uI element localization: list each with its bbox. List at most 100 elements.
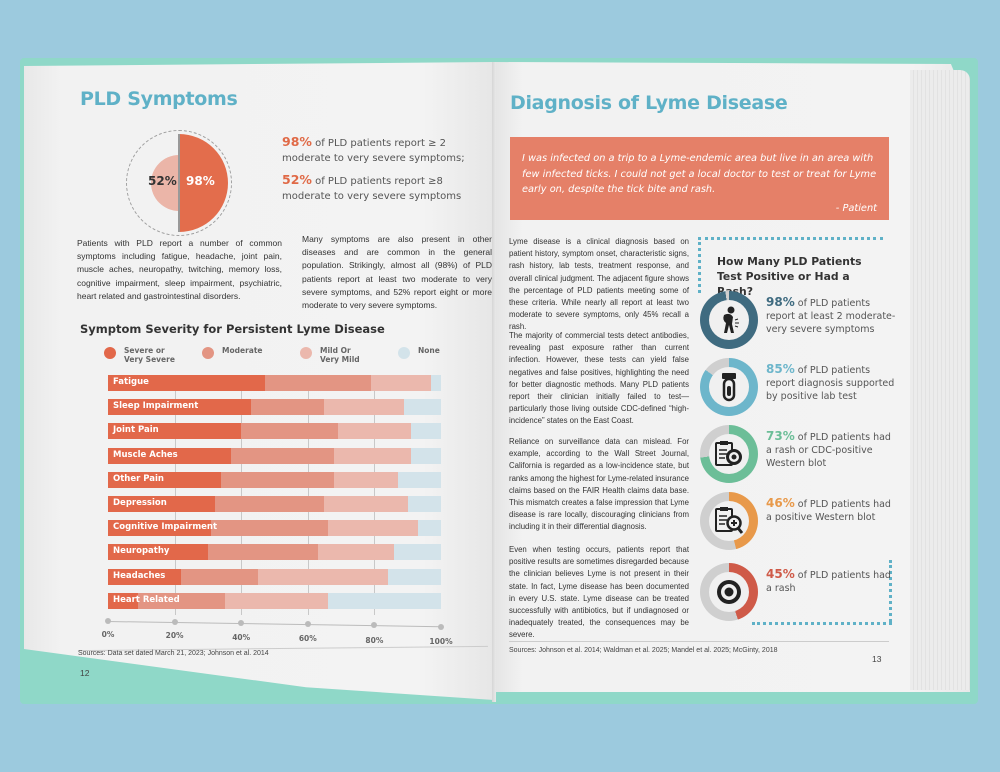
dotted-frame-bottom — [752, 622, 892, 625]
right-sources-divider — [509, 641, 889, 642]
dotted-frame-right — [889, 560, 892, 622]
page-title-right: Diagnosis of Lyme Disease — [510, 92, 788, 114]
bar-label: Heart Related — [113, 594, 180, 605]
gridline — [307, 375, 309, 615]
clipboard-magnifier-icon — [709, 501, 749, 541]
progress-ring — [700, 563, 758, 621]
bar-segment-none — [394, 544, 442, 561]
stat-text: of PLD patients had a rash — [766, 570, 891, 594]
gridline — [174, 375, 176, 615]
right-paragraph-1: Lyme disease is a clinical diagnosis bas… — [509, 237, 689, 332]
legend-label: Severe or Very Severe — [124, 346, 175, 364]
bar-segment-moderate — [264, 375, 372, 391]
stat-text: of PLD patients report ≥8 moderate to ve… — [282, 176, 462, 202]
stat-value: 73% — [766, 429, 795, 443]
stat-text: of PLD patients had a positive Western b… — [766, 499, 891, 523]
right-paragraph-2: The majority of commercial tests detect … — [509, 331, 689, 426]
bar-segment-moderate — [241, 423, 339, 440]
right-paragraph-3: Reliance on surveillance data can mislea… — [509, 437, 690, 532]
chart-legend: Severe or Very Severe Moderate Mild Or V… — [104, 346, 444, 372]
infographic-stat: 45% of PLD patients had a rash — [766, 568, 896, 595]
donut-divider — [178, 134, 180, 232]
stat-value: 85% — [766, 362, 795, 376]
bullseye-rash-icon — [709, 572, 749, 612]
bar-segment-mild-or-very-mild — [334, 471, 399, 488]
bar-segment-moderate — [137, 592, 226, 609]
bar-segment-severe-or-very-severe — [108, 471, 222, 488]
bar-row: Headaches — [108, 568, 442, 585]
legend-moderate: Moderate — [202, 346, 263, 359]
infographic-title: How Many PLD Patients Test Positive or H… — [717, 255, 862, 298]
x-tick-label: 60% — [298, 634, 317, 644]
bar-label: Fatigue — [113, 377, 149, 387]
bar-row: Heart Related — [108, 592, 442, 609]
bar-row: Joint Pain — [108, 423, 442, 440]
bar-segment-mild-or-very-mild — [224, 592, 329, 609]
bar-segment-none — [397, 471, 442, 488]
left-paragraph-2: Many symptoms are also present in other … — [302, 234, 492, 311]
symptom-severity-chart: Fatigue Sleep Impairment Joint Pain Muscle … — [102, 375, 453, 646]
quote-attribution: - Patient — [835, 203, 877, 214]
donut-inner-label: 52% — [148, 174, 177, 188]
test-tube-icon — [709, 367, 749, 407]
dotted-frame-top — [698, 237, 883, 240]
x-tick — [238, 620, 245, 627]
bar-row: Depression — [108, 496, 442, 512]
stat-text: of PLD patients report at least 2 modera… — [766, 298, 896, 335]
bar-segment-moderate — [214, 496, 325, 512]
stat-value: 45% — [766, 567, 795, 581]
left-paragraph-1: Patients with PLD report a number of com… — [77, 238, 282, 301]
bar-segment-none — [431, 375, 442, 391]
symptom-donut: 52% 98% — [126, 130, 232, 236]
stat-value: 98% — [766, 295, 795, 309]
bar-segment-mild-or-very-mild — [317, 544, 395, 561]
bar-segment-mild-or-very-mild — [334, 447, 412, 464]
bar-segment-none — [387, 568, 442, 585]
legend-severe: Severe or Very Severe — [104, 346, 175, 364]
x-tick-label: 80% — [365, 635, 384, 645]
bar-label: Muscle Aches — [113, 449, 178, 460]
bar-segment-none — [327, 592, 442, 609]
bar-segment-none — [411, 447, 442, 464]
dotted-frame-left — [698, 237, 701, 293]
legend-label: Moderate — [222, 346, 263, 355]
patient-quote-box: I was infected on a trip to a Lyme-endem… — [510, 137, 889, 220]
bar-segment-moderate — [231, 447, 335, 464]
bar-segment-none — [411, 423, 442, 440]
stat-value: 46% — [766, 496, 795, 510]
x-tick — [438, 623, 444, 630]
bar-segment-severe-or-very-severe — [108, 544, 209, 561]
page-edges-right — [910, 70, 970, 690]
bar-row: Cognitive Impairment — [108, 520, 442, 537]
bar-segment-moderate — [221, 471, 335, 488]
x-tick — [371, 622, 378, 629]
legend-swatch — [300, 347, 312, 359]
stat-value: 52% — [282, 172, 312, 187]
gridline — [241, 375, 243, 615]
donut-dashed-ring — [126, 130, 232, 236]
bar-segment-none — [417, 520, 442, 537]
x-tick-label: 100% — [429, 637, 453, 646]
bar-row: Neuropathy — [108, 544, 442, 561]
bar-segment-mild-or-very-mild — [327, 520, 419, 537]
bar-row: Fatigue — [108, 375, 442, 391]
bar-segment-mild-or-very-mild — [371, 375, 432, 391]
bar-segment-severe-or-very-severe — [108, 375, 265, 391]
x-tick — [105, 618, 111, 624]
bar-row: Sleep Impairment — [108, 399, 442, 416]
infographic-stat: 46% of PLD patients had a positive Weste… — [766, 497, 896, 524]
legend-swatch — [202, 347, 214, 359]
bar-segment-moderate — [211, 520, 329, 537]
x-tick — [304, 621, 311, 628]
bar-segment-moderate — [251, 399, 325, 416]
legend-label: None — [418, 346, 440, 355]
bar-segment-severe-or-very-severe — [108, 423, 242, 440]
legend-none: None — [398, 346, 440, 359]
bar-row: Other Pain — [108, 471, 442, 488]
legend-swatch — [104, 347, 116, 359]
gridline — [374, 375, 376, 615]
bar-label: Sleep Impairment — [113, 401, 199, 412]
progress-ring — [700, 291, 758, 349]
bar-label: Joint Pain — [113, 425, 159, 436]
legend-label: Mild Or Very Mild — [320, 346, 360, 364]
